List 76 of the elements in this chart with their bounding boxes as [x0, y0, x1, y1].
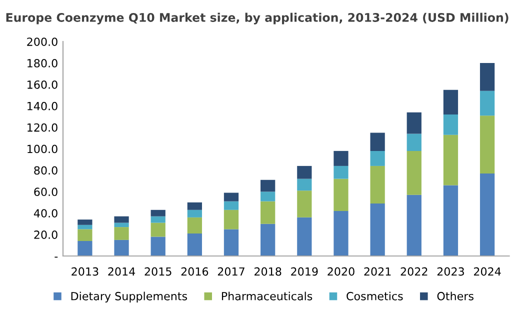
- bar: [150, 222, 166, 237]
- y-tick-label: 140.0: [28, 102, 58, 110]
- x-tick-label: 2020: [328, 267, 354, 276]
- bar: [370, 166, 385, 204]
- bar: [480, 116, 495, 174]
- bar: [406, 134, 422, 151]
- y-tick-label: 60.0: [34, 188, 58, 196]
- bar: [297, 217, 312, 256]
- bar: [260, 201, 276, 224]
- bar: [224, 229, 239, 256]
- bar: [260, 180, 276, 192]
- y-tick-label: 160.0: [28, 80, 58, 89]
- bar: [224, 210, 239, 230]
- bar: [114, 222, 129, 228]
- bar: [78, 220, 92, 225]
- bar: [334, 166, 348, 179]
- bar: [334, 150, 348, 166]
- x-tick-label: 2018: [254, 267, 282, 276]
- x-tick-label: 2017: [218, 267, 244, 276]
- bar: [480, 63, 495, 91]
- bar: [406, 194, 422, 256]
- bar: [187, 217, 202, 234]
- bar: [406, 112, 422, 134]
- y-tick-label: -: [54, 256, 58, 258]
- y-tick-label: 40.0: [34, 209, 58, 218]
- legend-label: Pharmaceuticals: [222, 292, 312, 300]
- x-tick-label: 2019: [291, 267, 318, 276]
- x-tick-label: 2014: [108, 267, 136, 276]
- bar: [260, 224, 276, 256]
- y-tick-label: 100.0: [28, 144, 58, 154]
- bar: [370, 150, 385, 166]
- bar: [187, 202, 202, 210]
- chart-title: Europe Coenzyme Q10 Market size, by application, 2013-2024 (USD Million): [6, 12, 508, 24]
- legend-label: Cosmetics: [346, 292, 403, 300]
- bar: [78, 224, 92, 230]
- x-tick-label: 2022: [400, 267, 428, 276]
- bar: [150, 216, 166, 223]
- legend-label: Dietary Supplements: [71, 292, 188, 302]
- bar: [480, 173, 495, 256]
- bar: [443, 90, 458, 114]
- bar: [150, 236, 166, 256]
- bar: [297, 190, 312, 218]
- bar: [78, 229, 92, 241]
- bar: [334, 210, 348, 256]
- y-tick-label: 120.0: [28, 123, 58, 132]
- y-tick-label: 20.0: [34, 230, 58, 239]
- bar: [297, 166, 312, 179]
- bar: [480, 90, 495, 116]
- y-tick-label: 180.0: [28, 59, 58, 68]
- bar: [150, 210, 166, 216]
- y-tick-label: 200.0: [27, 38, 58, 46]
- x-tick-label: 2024: [474, 267, 501, 276]
- bar: [443, 185, 458, 256]
- bar: [114, 216, 129, 223]
- bar: [224, 192, 239, 202]
- x-tick-label: 2013: [72, 267, 98, 276]
- x-tick-label: 2023: [437, 267, 464, 276]
- bar: [114, 227, 129, 240]
- bar: [114, 240, 129, 256]
- bar: [406, 150, 422, 195]
- bar: [187, 210, 202, 218]
- bar: [443, 114, 458, 135]
- bar: [370, 203, 385, 256]
- bar: [224, 201, 239, 210]
- bar: [78, 240, 92, 256]
- bar: [297, 178, 312, 191]
- bar: [370, 132, 385, 151]
- legend-label: Others: [437, 292, 474, 300]
- bar: [260, 192, 276, 202]
- y-tick-label: 80.0: [34, 166, 58, 175]
- x-tick-label: 2016: [181, 267, 208, 276]
- bar: [334, 178, 348, 211]
- bar: [443, 134, 458, 186]
- x-tick-label: 2021: [364, 267, 391, 276]
- x-tick-label: 2015: [144, 267, 172, 276]
- bar: [187, 233, 202, 256]
